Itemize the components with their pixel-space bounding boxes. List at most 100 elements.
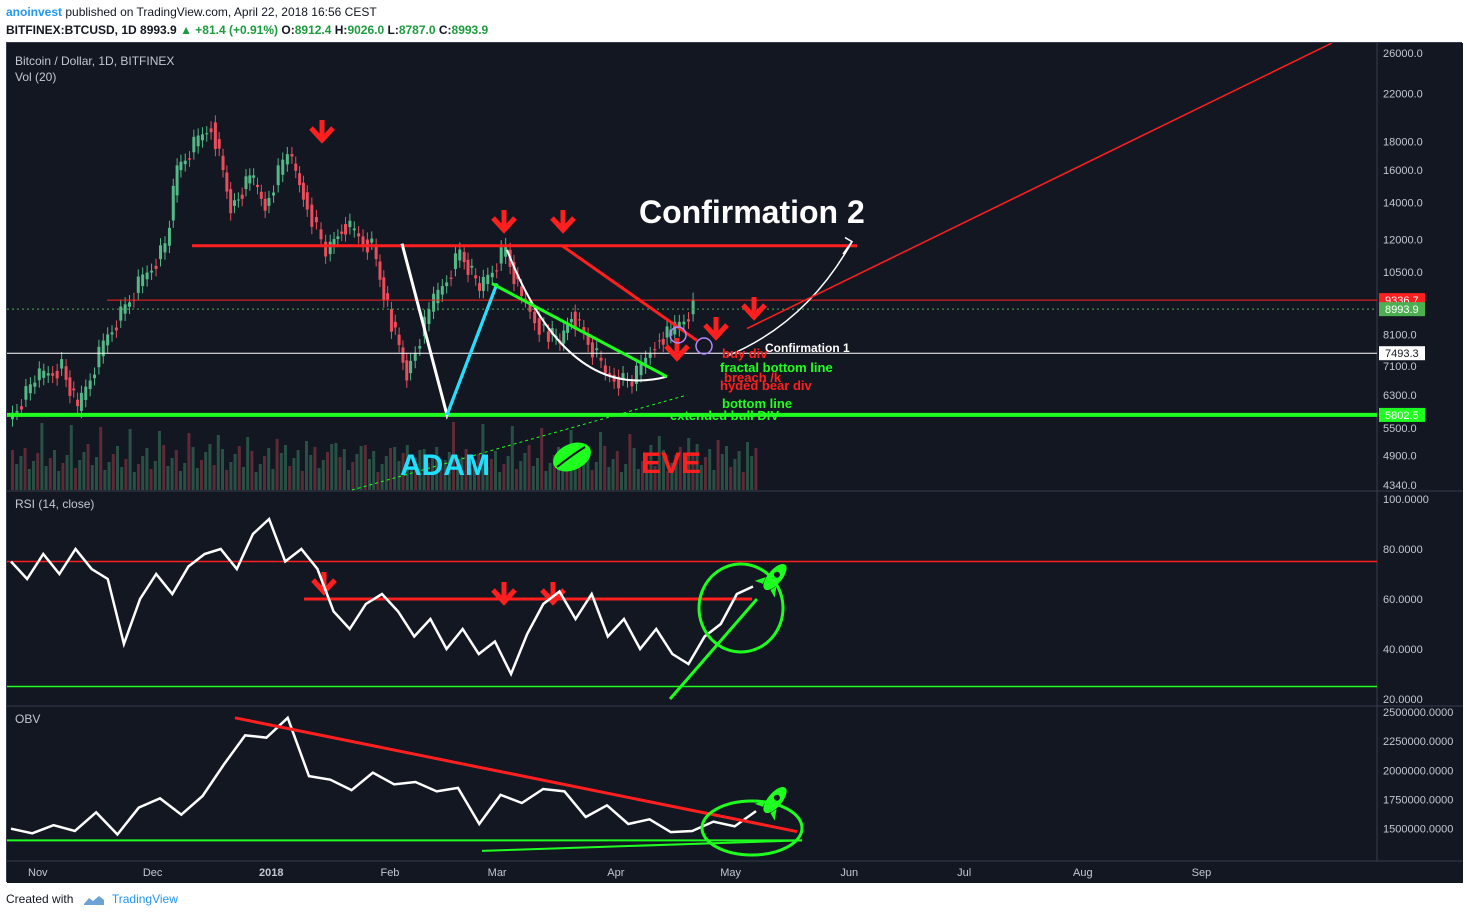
down-arrow-icon: [664, 338, 690, 362]
volume-bar: [746, 442, 749, 490]
tradingview-brand[interactable]: TradingView: [111, 892, 178, 906]
volume-bar: [372, 451, 376, 490]
down-arrow-head: [491, 588, 517, 606]
rsi-breakout-trend-line: [668, 598, 759, 700]
adam-right-leg: [445, 283, 499, 416]
marker-circle: [695, 337, 713, 355]
rocket-fin: [770, 586, 777, 598]
adam-label: ADAM: [400, 449, 490, 482]
chart-svg[interactable]: Bitcoin / Dollar, 1D, BITFINEX Vol (20) RS…: [7, 43, 1463, 883]
volume-bar: [636, 469, 640, 490]
candle-body: [183, 160, 187, 165]
green-trend-line: [491, 282, 668, 378]
volume-bar: [594, 462, 598, 490]
candle-body: [46, 373, 50, 376]
price-label-box: [1379, 407, 1425, 422]
candle-body: [136, 276, 140, 293]
volume-bar: [725, 446, 728, 490]
candle-body: [586, 334, 590, 345]
volume-bar: [174, 450, 178, 490]
created-with: Created with: [6, 892, 74, 906]
volume-bar: [552, 455, 556, 490]
candle-body: [163, 243, 167, 253]
volume-bar: [288, 466, 292, 490]
candle-body: [427, 309, 431, 324]
candle-body: [665, 326, 669, 338]
volume-bar: [128, 429, 132, 490]
price-label-box: [1379, 346, 1425, 361]
chart-container[interactable]: Bitcoin / Dollar, 1D, BITFINEX Vol (20) RS…: [6, 42, 1463, 883]
candle-body: [405, 360, 409, 381]
volume-bar: [523, 453, 527, 490]
volume-bar: [208, 444, 212, 490]
leaf-vein: [556, 446, 586, 468]
volume-bar: [363, 445, 367, 490]
down-arrow-icon: [703, 317, 729, 341]
volume-bar: [548, 463, 552, 490]
volume-bar: [578, 465, 581, 490]
volume-bar: [435, 447, 439, 490]
candle-body: [64, 366, 68, 380]
volume-bar: [481, 424, 485, 490]
candle-body: [267, 197, 271, 206]
candle-body: [634, 365, 638, 384]
volume-bar: [603, 446, 607, 490]
candle-body: [608, 373, 612, 375]
candle-body: [276, 165, 280, 186]
candle-body: [595, 348, 599, 351]
candle-body: [244, 176, 248, 190]
candle-body: [440, 286, 444, 295]
volume-bar: [590, 470, 594, 490]
volume-bar: [153, 461, 157, 490]
candle-body: [445, 282, 449, 287]
volume-bar: [258, 464, 262, 490]
down-arrow-head: [550, 216, 576, 234]
open-value: 8912.4: [294, 23, 332, 37]
candle-body: [298, 173, 302, 186]
candle-body: [68, 377, 72, 396]
time-tick-label: Apr: [607, 867, 624, 879]
candle-body: [582, 327, 586, 333]
obv-pane-title: OBV: [15, 712, 40, 726]
candle-body: [546, 331, 550, 342]
volume-bar: [506, 456, 510, 490]
candle-body: [141, 274, 145, 287]
candle-body: [272, 192, 276, 196]
down-arrow-head: [309, 126, 335, 144]
volume-bar: [267, 448, 271, 490]
volume-bar: [657, 436, 661, 490]
volume-bar: [284, 445, 287, 490]
time-tick-label: 2018: [259, 867, 283, 879]
price-tick-label: 22000.0: [1383, 88, 1423, 100]
obv-tick-label: 2000000.0000: [1383, 765, 1453, 777]
candle-body: [578, 319, 582, 321]
volume-bar: [611, 459, 615, 490]
volume-bar: [124, 459, 128, 490]
candle-body: [123, 304, 127, 314]
volume-bar: [443, 460, 447, 490]
candle-body: [413, 353, 417, 361]
time-tick-label: Mar: [488, 867, 507, 879]
volume-bar: [309, 455, 313, 490]
volume-label: Vol (20): [15, 70, 56, 84]
candle-body: [657, 340, 661, 342]
volume-bar: [687, 438, 691, 490]
price-tick-label: 4340.0: [1383, 480, 1417, 492]
rocket-window: [773, 571, 780, 578]
candle-body: [305, 192, 309, 210]
rsi-tick-label: 20.0000: [1383, 694, 1423, 706]
chart-note: hyded bear div: [720, 378, 813, 393]
volume-bar: [90, 465, 94, 490]
volume-bar: [389, 448, 392, 490]
volume-bar: [393, 447, 397, 490]
volume-bar: [225, 470, 229, 490]
volume-bar: [401, 453, 405, 490]
candle-body: [352, 228, 356, 231]
volume-bar: [330, 444, 334, 490]
candle-body: [573, 311, 577, 330]
volume-bar: [737, 451, 741, 490]
candle-body: [15, 411, 19, 413]
author-name[interactable]: anoinvest: [6, 5, 63, 19]
chart-note: breach /k: [724, 370, 782, 385]
leaf-icon: [553, 442, 591, 472]
